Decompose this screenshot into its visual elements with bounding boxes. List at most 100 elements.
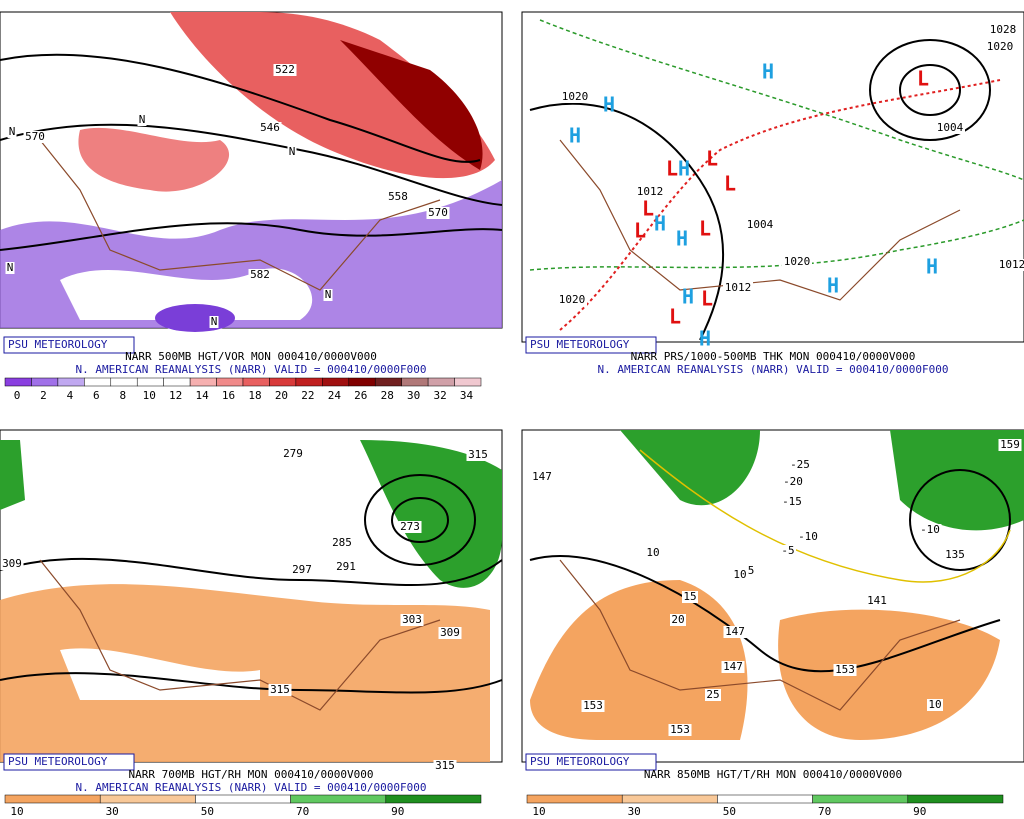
pressure-center: H	[926, 255, 938, 279]
label-bg	[705, 689, 721, 701]
contour-label: 153	[670, 723, 690, 736]
brand-box	[3, 336, 135, 354]
contour-label: 1020	[784, 255, 811, 268]
pressure-center: L	[724, 172, 736, 196]
contour-label: 315	[435, 759, 455, 772]
contour-label: 141	[867, 594, 887, 607]
contour-label: 570	[428, 206, 448, 219]
colorbar-cell	[295, 377, 323, 387]
colorbar-cell	[454, 377, 482, 387]
contour-label: 279	[283, 447, 303, 460]
brand-box	[525, 753, 657, 771]
contour-label: 147	[725, 625, 745, 638]
label-bg	[865, 595, 889, 607]
contour-label: 1012	[725, 281, 752, 294]
colorbar-tick: 90	[391, 805, 404, 818]
label-bg	[780, 545, 796, 557]
brand: PSU METEOROLOGY	[8, 755, 108, 768]
colorbar-cell	[216, 377, 244, 387]
contour-label: N	[211, 315, 218, 328]
contour-label: -10	[920, 523, 940, 536]
contour-label: 147	[532, 470, 552, 483]
contour-label: 5	[748, 564, 755, 577]
pressure-center: H	[682, 285, 694, 309]
label-bg	[560, 91, 590, 103]
contour-label: 20	[671, 613, 684, 626]
contour-label: 291	[336, 560, 356, 573]
label-bg	[918, 524, 942, 536]
contour-label: -25	[790, 458, 810, 471]
label-bg	[721, 661, 745, 673]
label-bg	[645, 547, 661, 559]
label-bg	[258, 122, 282, 134]
contour-label: 558	[388, 190, 408, 203]
label-bg	[998, 439, 1022, 451]
contour-label: 25	[706, 688, 719, 701]
contour-label: 546	[260, 121, 280, 134]
colorbar-cell	[163, 377, 191, 387]
colorbar-cell	[99, 794, 196, 804]
colorbar-cell	[401, 377, 429, 387]
contour-label: N	[289, 145, 296, 158]
label-bg	[581, 700, 605, 712]
contour-label: 1012	[999, 258, 1024, 271]
label-bg	[330, 537, 354, 549]
colorbar-cell	[189, 377, 217, 387]
caption: NARR 850MB HGT/T/RH MON 000410/0000V000	[644, 768, 902, 781]
colorbar-tick: 20	[275, 389, 288, 402]
panel-map	[0, 11, 503, 332]
colorbar-cell	[385, 794, 482, 804]
brand: PSU METEOROLOGY	[530, 338, 630, 351]
label-bg	[248, 269, 272, 281]
colorbar-cell	[195, 794, 291, 804]
colorbar-tick: 0	[14, 389, 21, 402]
pressure-center: H	[762, 60, 774, 84]
contour-label: 1020	[559, 293, 586, 306]
colorbar-cell	[717, 794, 813, 804]
colorbar-cell	[812, 794, 909, 804]
contour-label: -5	[781, 544, 794, 557]
colorbar-tick: 30	[106, 805, 119, 818]
label-bg	[466, 449, 490, 461]
label-bg	[287, 146, 297, 158]
label-bg	[682, 591, 698, 603]
contour-label: 1004	[747, 218, 774, 231]
label-bg	[7, 126, 17, 138]
contour-label: 153	[835, 663, 855, 676]
colorbar-cell	[621, 794, 718, 804]
label-bg	[557, 294, 587, 306]
contour-label: 303	[402, 613, 422, 626]
colorbar-tick: 32	[433, 389, 446, 402]
label-bg	[400, 614, 424, 626]
contour-label: 570	[25, 130, 45, 143]
contour-label: 315	[468, 448, 488, 461]
label-bg	[670, 614, 686, 626]
colorbar-tick: 10	[143, 389, 156, 402]
colorbar-tick: 6	[93, 389, 100, 402]
label-bg	[398, 521, 422, 533]
label-bg	[668, 724, 692, 736]
contour-label: -10	[798, 530, 818, 543]
colorbar-cell	[526, 794, 623, 804]
contour-label: -15	[782, 495, 802, 508]
colorbar-cell	[84, 377, 112, 387]
panel-map	[0, 429, 503, 763]
colorbar-tick: 4	[67, 389, 74, 402]
contour-label: -20	[783, 475, 803, 488]
pressure-center: H	[654, 212, 666, 236]
contour-label: 159	[1000, 438, 1020, 451]
contour-label: N	[325, 288, 332, 301]
contour-label: 582	[250, 268, 270, 281]
colorbar-cell	[322, 377, 350, 387]
pressure-center: L	[701, 287, 713, 311]
label-bg	[433, 760, 457, 772]
annotations: PSU METEOROLOGY NARR 500MB HGT/VOR MON 00…	[0, 23, 1024, 818]
label-bg	[745, 219, 775, 231]
pressure-center: H	[699, 327, 711, 351]
colorbar-cell	[348, 377, 376, 387]
contour-label: 1004	[937, 121, 964, 134]
label-bg	[323, 289, 333, 301]
caption: N. AMERICAN REANALYSIS (NARR) VALID = 00…	[598, 363, 949, 376]
contour-label: 153	[583, 699, 603, 712]
